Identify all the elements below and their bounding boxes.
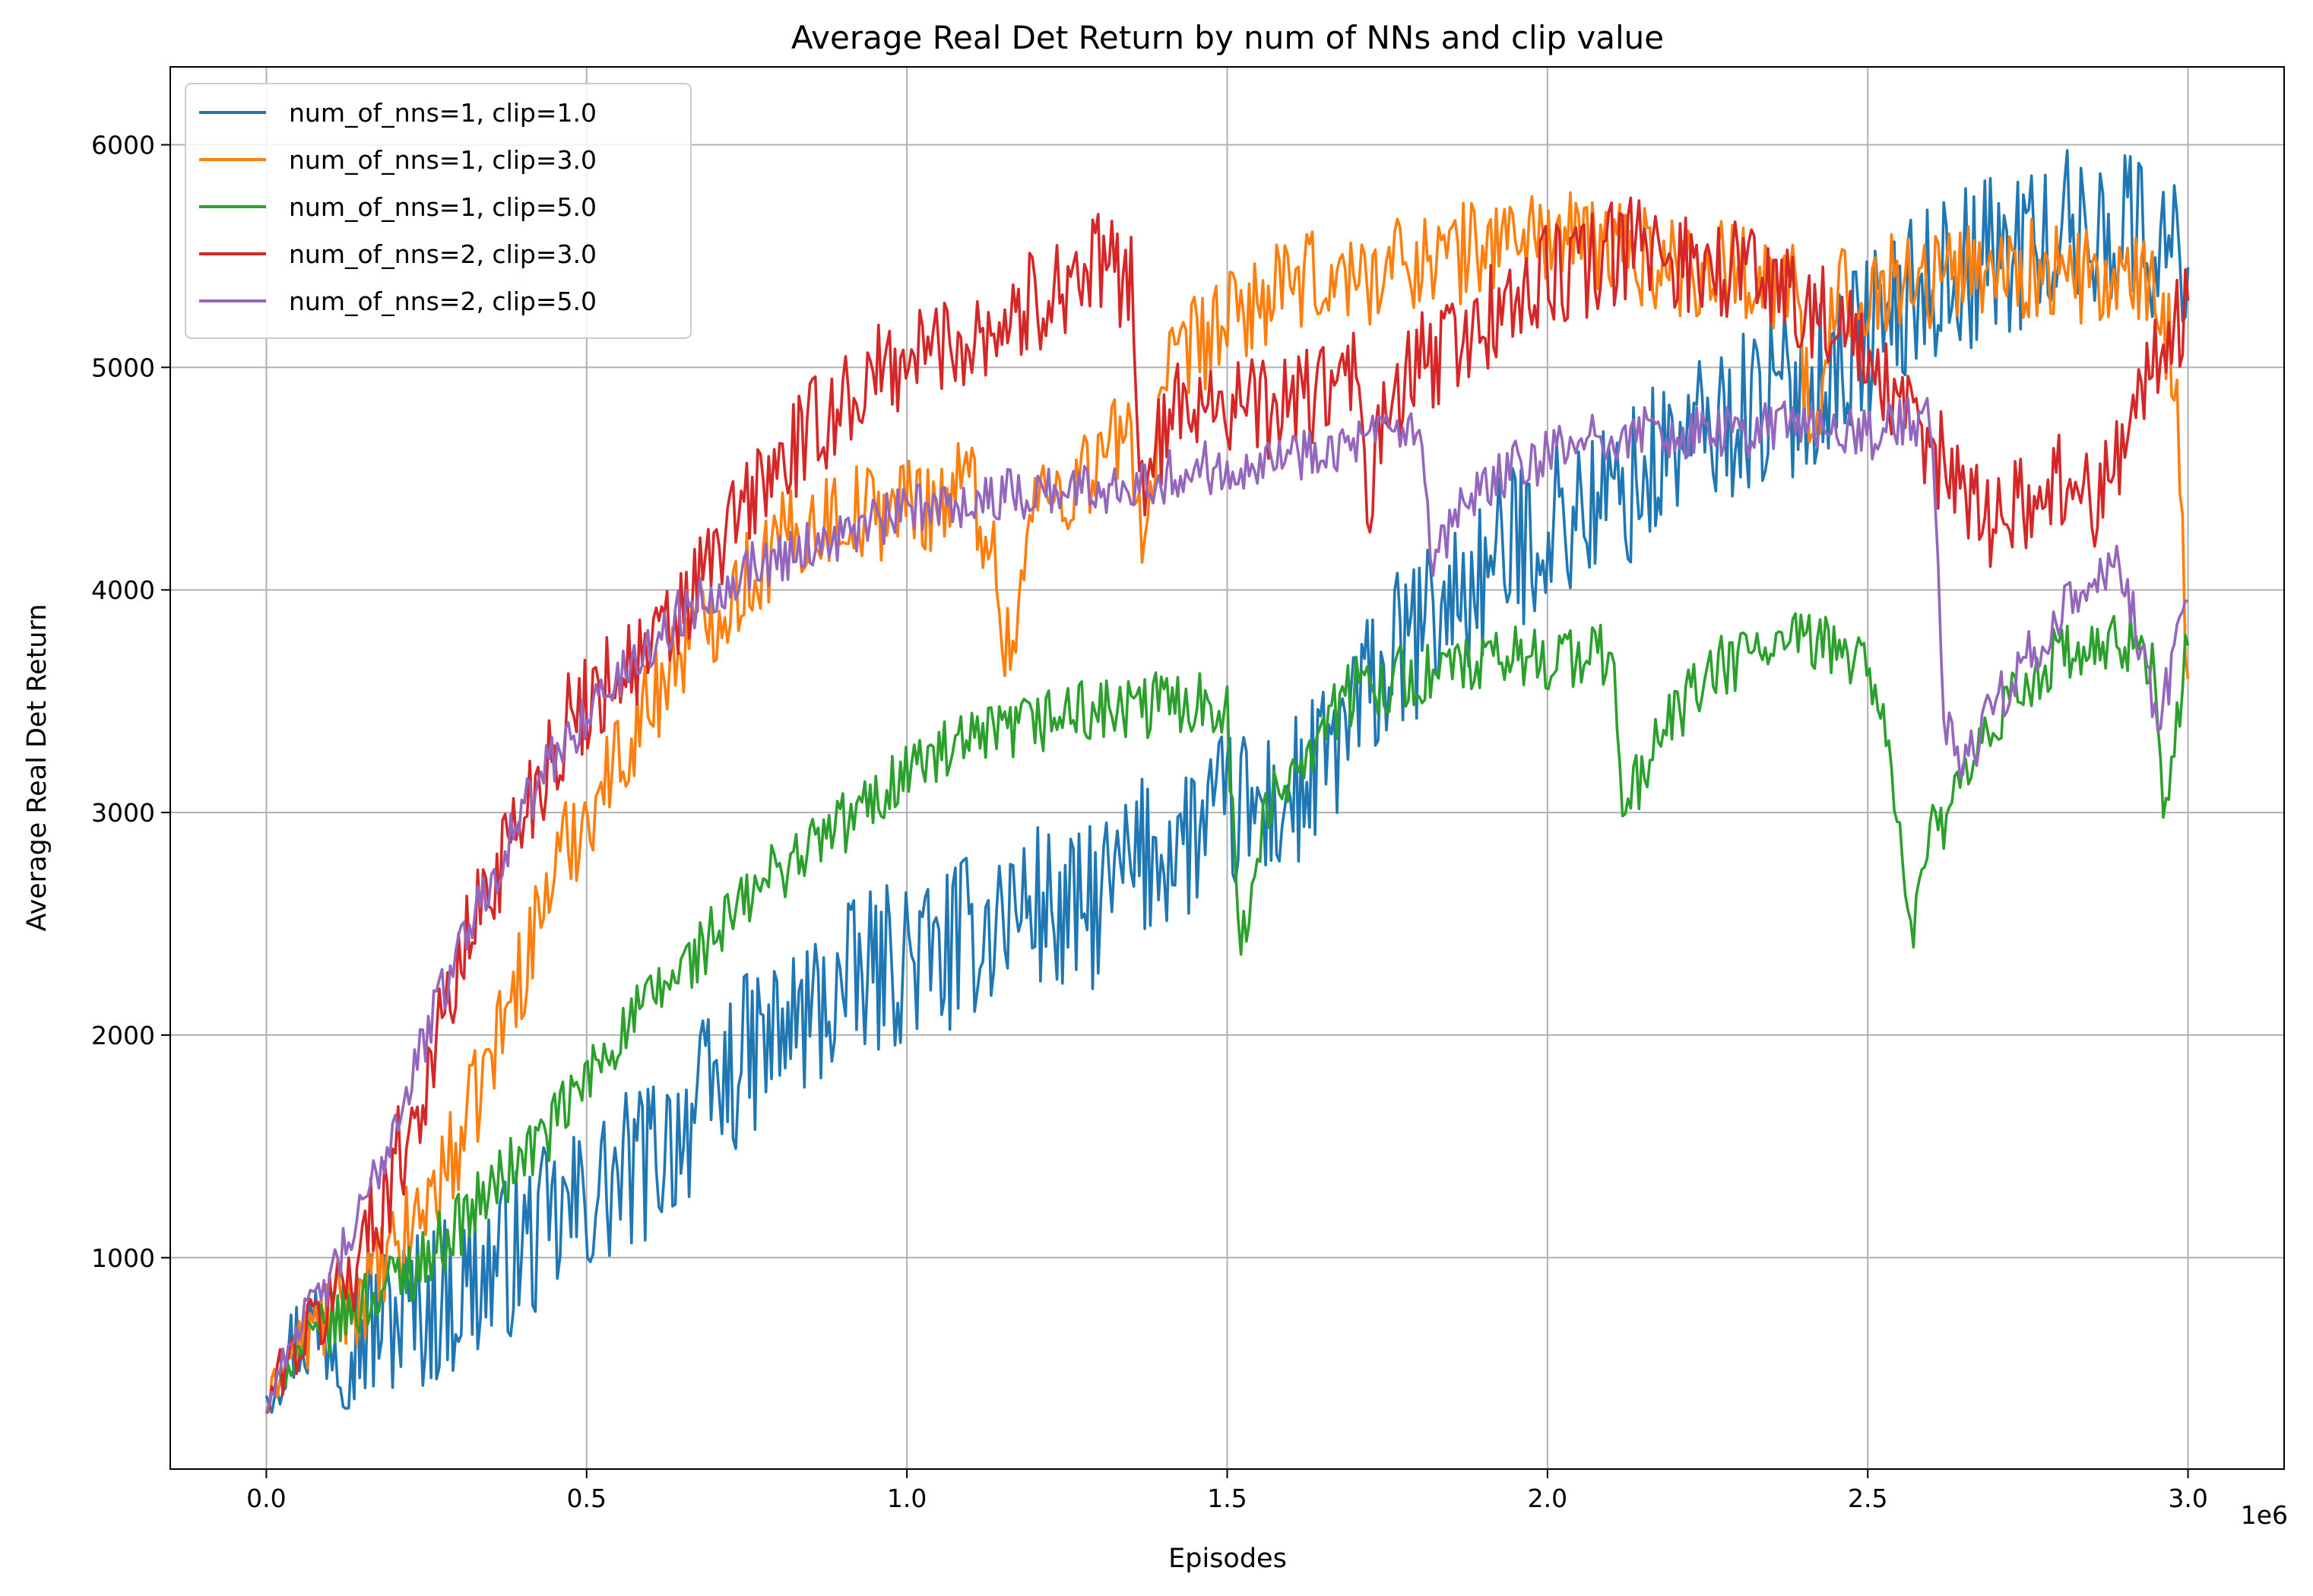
series-line-1 [265, 149, 2190, 1414]
series-line-5 [265, 397, 2188, 1414]
x-axis-offset-label: 1e6 [2241, 1500, 2288, 1530]
y-tick-label: 2000 [91, 1021, 155, 1050]
axis-ticks: 0.0 0.5 1.0 1.5 2.0 2.5 3.0 1000 2000 3000 4000 500… [91, 131, 2208, 1514]
series-line-3 [265, 612, 2190, 1414]
x-tick-label: 2.5 [1848, 1484, 1887, 1513]
legend-entry-label: num_of_nns=2, clip=5.0 [289, 287, 597, 316]
legend-box [185, 83, 692, 339]
y-tick-label: 6000 [91, 131, 155, 160]
series-line-2 [265, 191, 2190, 1415]
x-tick-label: 1.0 [887, 1484, 927, 1513]
y-tick-label: 3000 [91, 798, 155, 828]
x-axis-label: Episodes [1168, 1544, 1287, 1574]
y-tick-label: 4000 [91, 575, 155, 605]
y-tick-label: 5000 [91, 353, 155, 382]
series-lines [265, 149, 2190, 1415]
x-tick-label: 0.5 [567, 1484, 607, 1513]
legend-entry-label: num_of_nns=1, clip=3.0 [289, 145, 597, 175]
legend: num_of_nns=1, clip=1.0 num_of_nns=1, clip… [185, 83, 692, 339]
y-tick-label: 1000 [91, 1243, 155, 1273]
legend-entry-label: num_of_nns=2, clip=3.0 [289, 239, 597, 269]
legend-entry-label: num_of_nns=1, clip=5.0 [289, 192, 597, 222]
x-tick-label: 2.0 [1528, 1484, 1567, 1513]
chart-title: Average Real Det Return by num of NNs an… [791, 19, 1664, 56]
x-tick-label: 3.0 [2168, 1484, 2207, 1513]
x-tick-label: 0.0 [246, 1484, 286, 1513]
x-tick-label: 1.5 [1207, 1484, 1247, 1513]
y-axis-label: Average Real Det Return [22, 604, 52, 932]
legend-entry-label: num_of_nns=1, clip=1.0 [289, 98, 597, 128]
